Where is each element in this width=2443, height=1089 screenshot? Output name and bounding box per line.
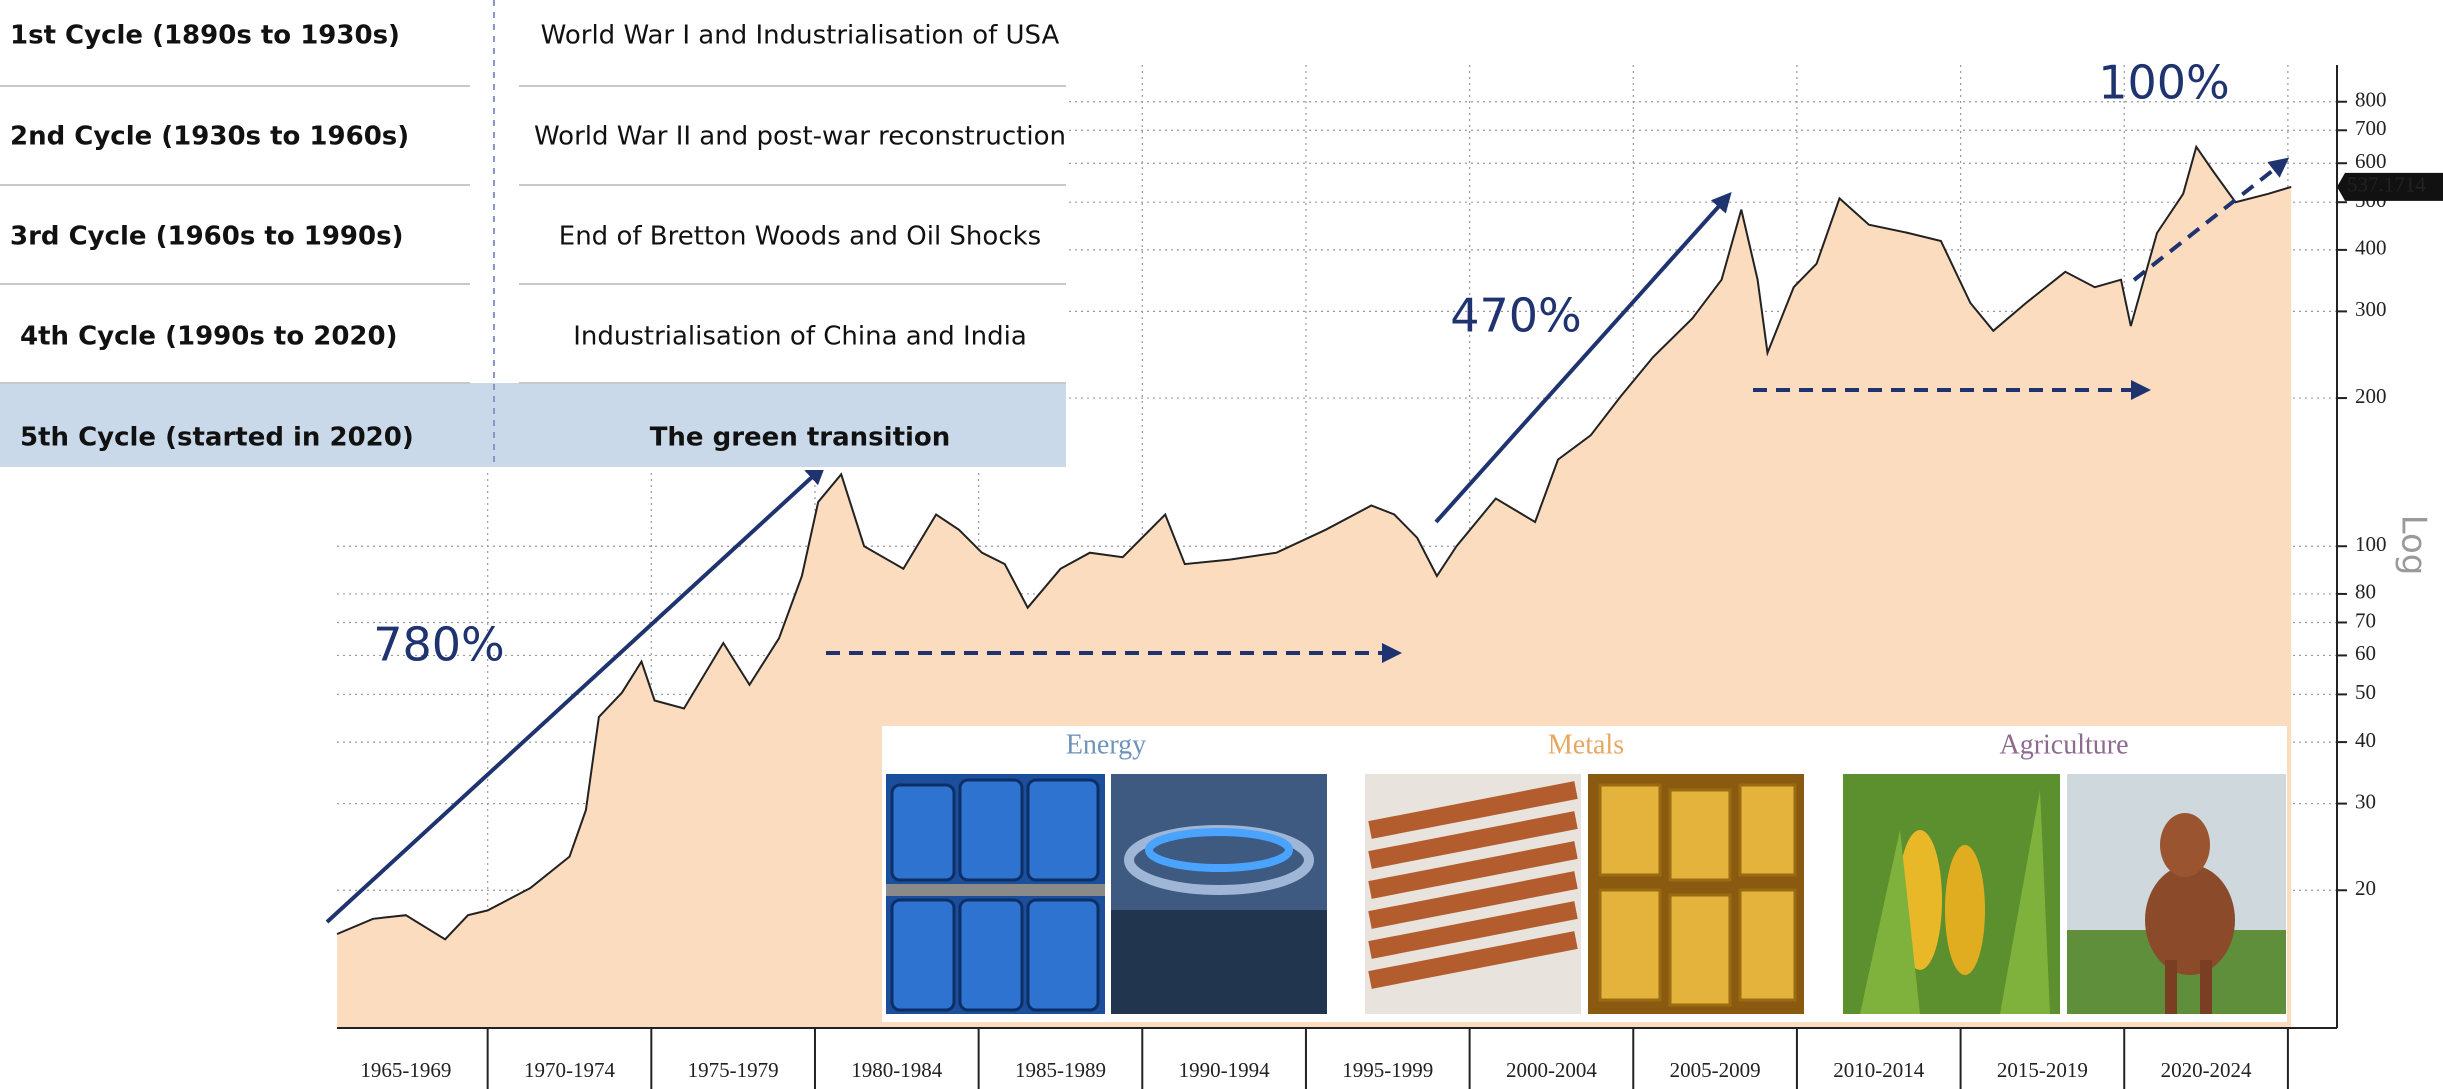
y-tick-label: 50 xyxy=(2355,680,2376,704)
photo-corn xyxy=(1843,774,2060,1014)
x-period-label: 1990-1994 xyxy=(1179,1058,1270,1082)
x-period-label: 2020-2024 xyxy=(2161,1058,2252,1082)
cycle-driver: Industrialisation of China and India xyxy=(573,322,1027,352)
y-tick-label: 40 xyxy=(2355,728,2376,752)
cycle-name: 2nd Cycle (1930s to 1960s) xyxy=(10,122,409,152)
photo-gold-bars xyxy=(1588,774,1804,1014)
row-lines xyxy=(0,85,1066,384)
photo-cow xyxy=(2067,774,2286,1014)
highlight-row xyxy=(0,383,1066,467)
trend-arrow xyxy=(1434,192,1732,524)
x-period-label: 1965-1969 xyxy=(360,1058,451,1082)
y-tick-label: 70 xyxy=(2355,608,2376,632)
last-value-label: 537.1714 xyxy=(2347,173,2426,197)
y-tick-label: 80 xyxy=(2355,580,2376,604)
x-period-label: 2005-2009 xyxy=(1670,1058,1761,1082)
x-period-label: 2010-2014 xyxy=(1833,1058,1924,1082)
cycle-driver: End of Bretton Woods and Oil Shocks xyxy=(559,222,1041,252)
cycle-gain-label: 780% xyxy=(373,618,505,672)
x-period-label: 1985-1989 xyxy=(1015,1058,1106,1082)
cycle-gain-label: 100% xyxy=(2098,56,2230,110)
y-tick-label: 700 xyxy=(2355,116,2387,140)
photo-oil-barrels xyxy=(886,774,1105,1014)
cycle-driver: World War I and Industrialisation of USA xyxy=(541,21,1060,51)
commodity-panel: Energy Metals Agriculture xyxy=(882,726,2287,1022)
x-period-label: 1975-1979 xyxy=(688,1058,779,1082)
y-tick-label: 200 xyxy=(2355,384,2387,408)
x-period-label: 1980-1984 xyxy=(851,1058,942,1082)
panel-headings: Energy Metals Agriculture xyxy=(1066,729,2129,760)
y-tick-label: 600 xyxy=(2355,149,2387,173)
table-rows: 1st Cycle (1890s to 1930s) World War I an… xyxy=(10,21,1066,453)
cycle-driver: World War II and post-war reconstruction xyxy=(534,122,1066,152)
cycle-name: 1st Cycle (1890s to 1930s) xyxy=(10,21,400,51)
trend-arrow xyxy=(325,464,826,924)
y-tick-label: 60 xyxy=(2355,641,2376,665)
y-tick-label: 400 xyxy=(2355,236,2387,260)
photo-copper-pipes xyxy=(1365,774,1581,1014)
annotation-layer: 780% 470% 100% xyxy=(325,56,2290,924)
x-period-label: 1995-1999 xyxy=(1342,1058,1433,1082)
cycle-gain-label: 470% xyxy=(1450,289,1582,343)
axis-layer: 2030405060708010020030040050060070080019… xyxy=(337,65,2443,1089)
y-tick-label: 100 xyxy=(2355,532,2387,556)
photo-gas-flame xyxy=(1111,774,1327,1014)
commodity-heading: Energy xyxy=(1066,729,1146,760)
x-period-label: 2000-2004 xyxy=(1506,1058,1597,1082)
y-tick-label: 20 xyxy=(2355,876,2376,900)
scale-label: Log xyxy=(2394,515,2434,576)
last-value-badge xyxy=(2337,172,2443,201)
cycle-name: 3rd Cycle (1960s to 1990s) xyxy=(10,222,403,252)
cycle-name: 5th Cycle (started in 2020) xyxy=(20,423,414,453)
commodity-heading: Agriculture xyxy=(1999,729,2128,760)
y-tick-label: 300 xyxy=(2355,297,2387,321)
cycle-name: 4th Cycle (1990s to 2020) xyxy=(20,322,397,352)
trend-arrow xyxy=(2132,157,2290,282)
line xyxy=(336,144,2292,941)
cycles-table: 1st Cycle (1890s to 1930s) World War I an… xyxy=(0,0,1068,470)
y-tick-label: 800 xyxy=(2355,88,2387,112)
cycle-driver: The green transition xyxy=(650,423,951,453)
x-period-label: 1970-1974 xyxy=(524,1058,615,1082)
commodity-heading: Metals xyxy=(1548,729,1624,760)
x-period-label: 2015-2019 xyxy=(1997,1058,2088,1082)
y-tick-label: 30 xyxy=(2355,789,2376,813)
